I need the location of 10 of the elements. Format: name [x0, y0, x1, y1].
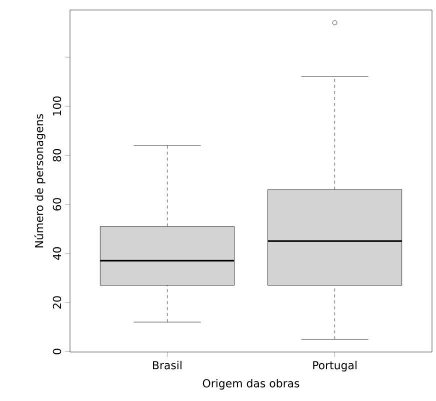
- x-tick-label: Brasil: [153, 360, 182, 370]
- x-tick-label: Portugal: [313, 360, 356, 372]
- y-tick-label: 80: [52, 149, 62, 162]
- x-axis-title: Origem das obras: [202, 378, 300, 390]
- y-tick-label: 100: [52, 96, 62, 116]
- y-tick-label: 20: [52, 296, 62, 309]
- y-tick-label: 60: [52, 198, 62, 211]
- y-axis-title: Número de personagens: [34, 114, 46, 248]
- y-tick-label: 0: [52, 348, 62, 354]
- y-tick-label: 40: [52, 247, 62, 260]
